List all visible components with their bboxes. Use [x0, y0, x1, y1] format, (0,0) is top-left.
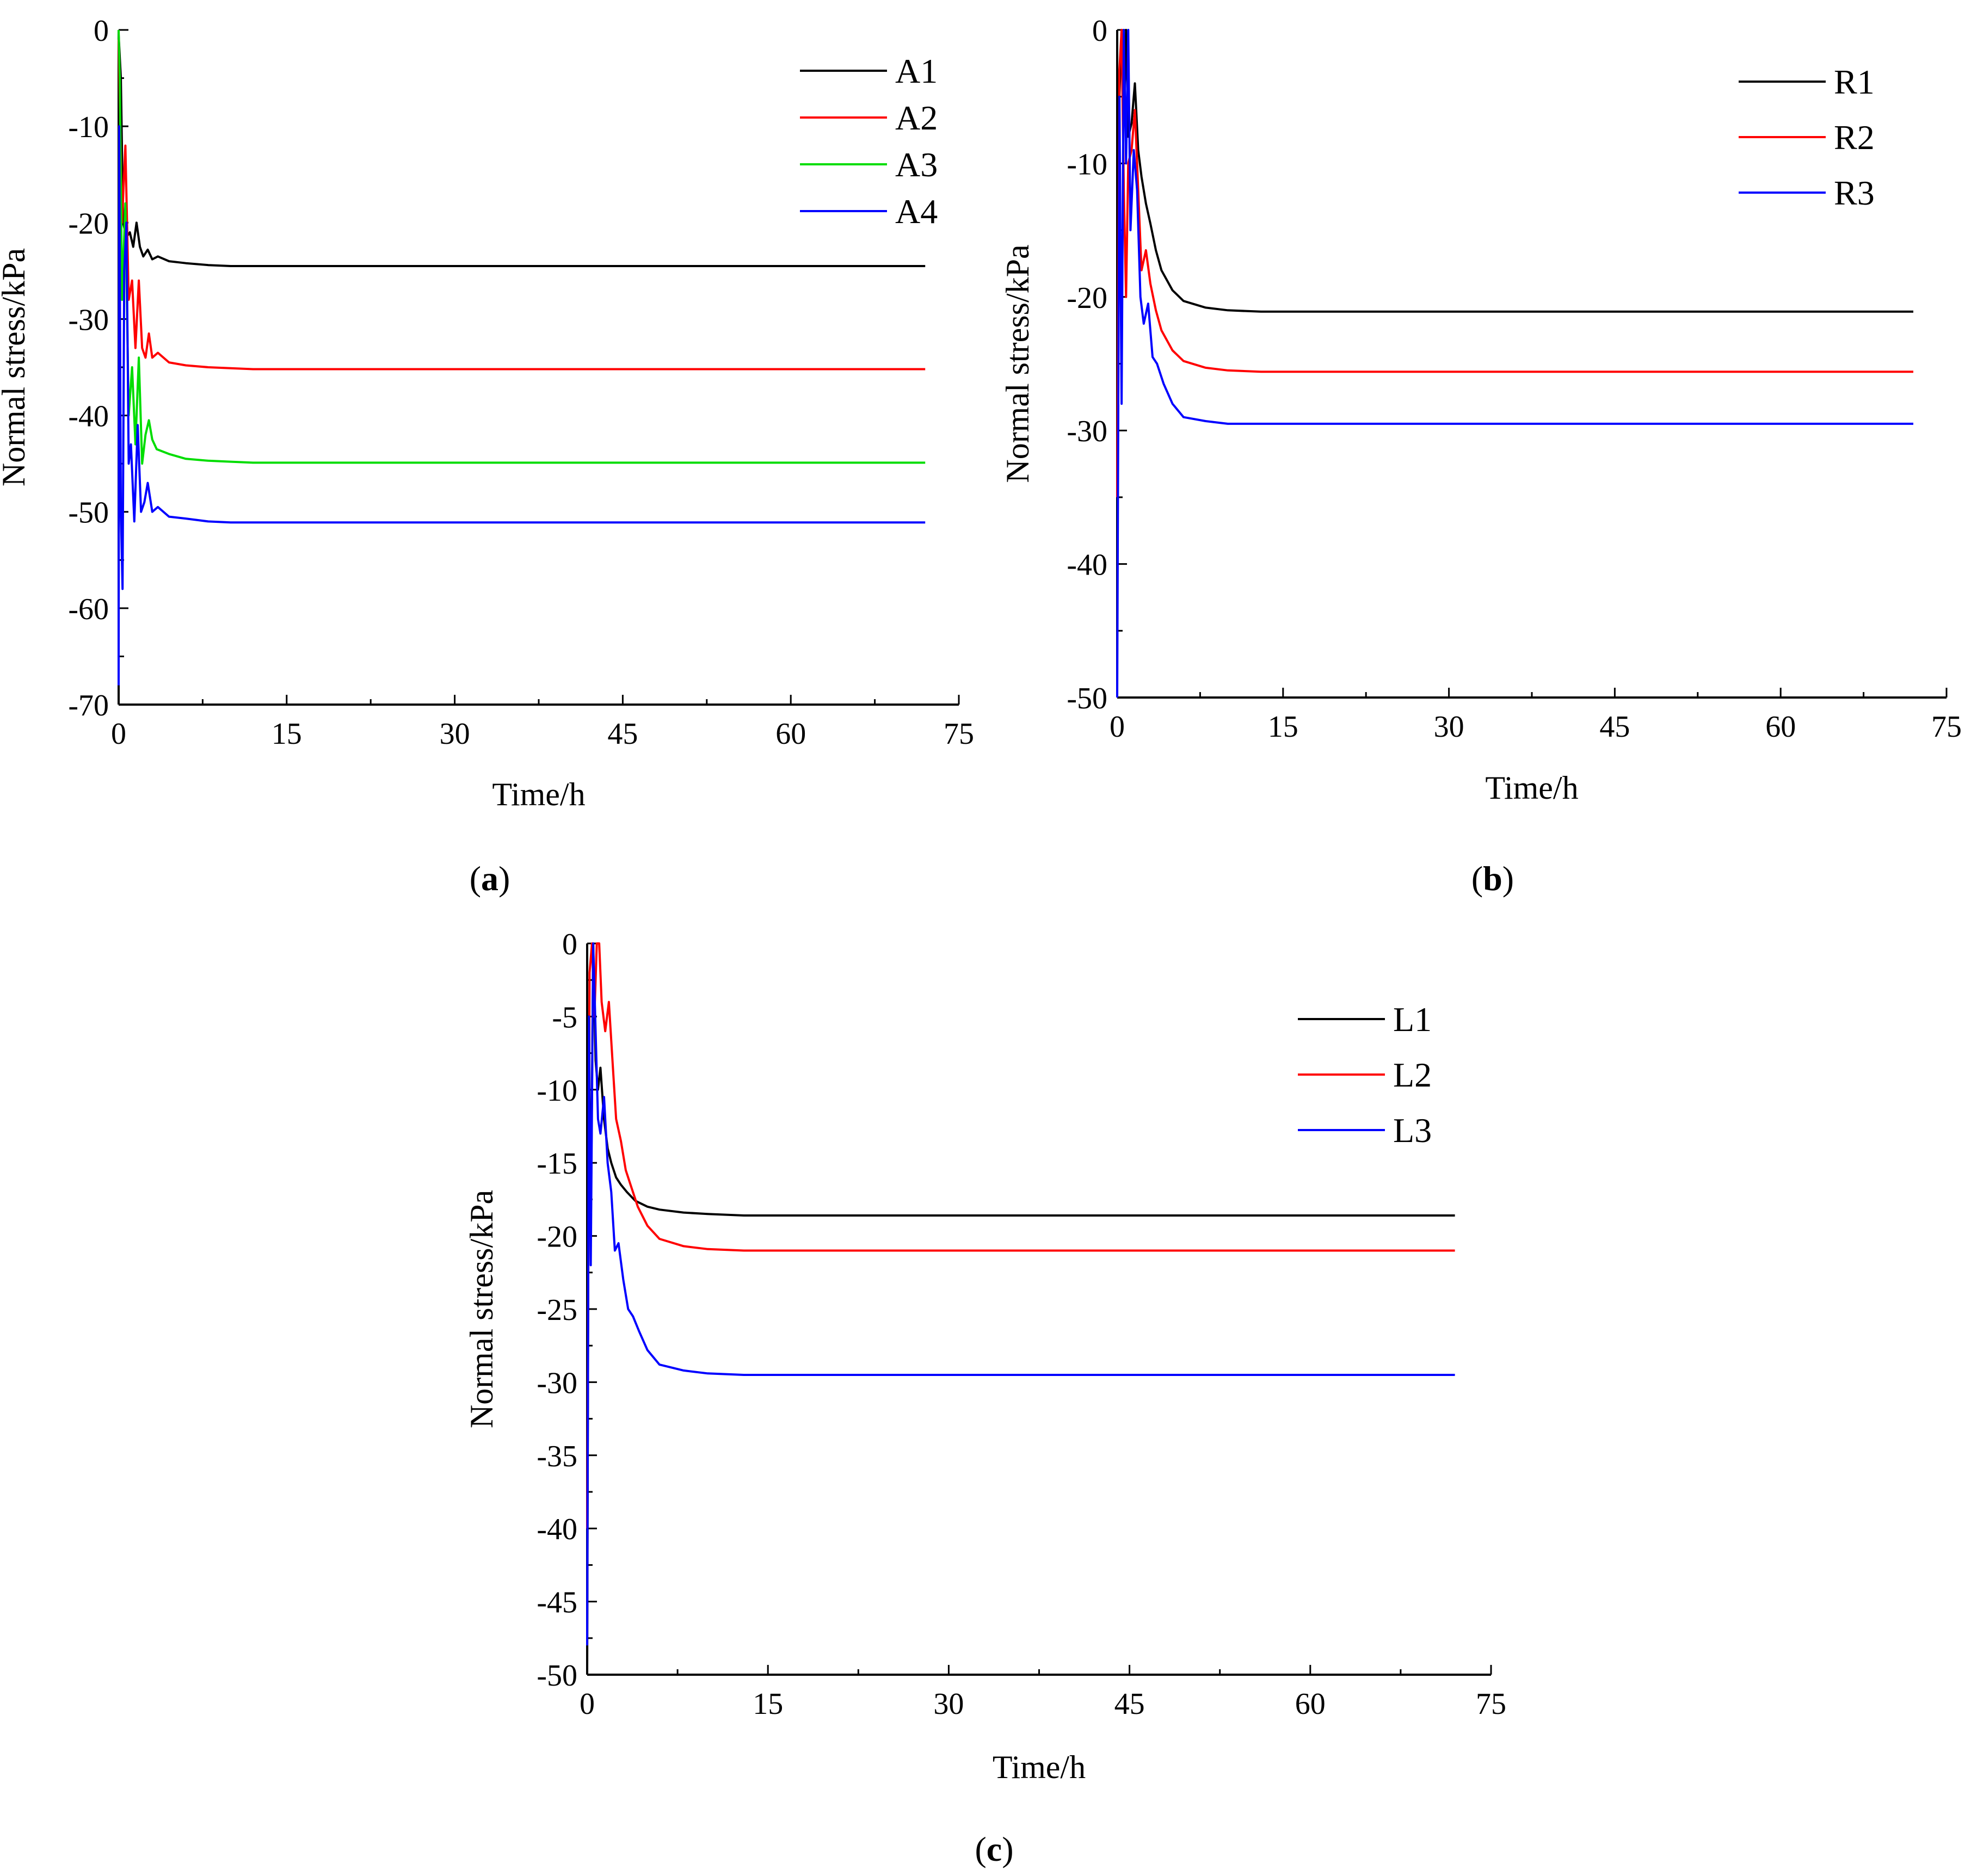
- chart-panel-b: 0 15 30 45 60 75 0 -10 -20 -30 -40 -50 Time/h Normal …: [1000, 14, 1962, 806]
- y-tick-label: -35: [537, 1440, 577, 1473]
- series-line-a3: [118, 29, 926, 465]
- x-tick-label: 75: [1476, 1687, 1506, 1721]
- legend-label-r2: R2: [1834, 118, 1875, 157]
- y-tick-label: -70: [68, 689, 109, 723]
- x-tick-label: 60: [1295, 1687, 1326, 1721]
- series-line-r2: [1116, 29, 1913, 497]
- x-tick-label: 30: [1434, 710, 1464, 744]
- y-tick-label: -20: [537, 1220, 577, 1254]
- y-tick-label: -30: [1067, 415, 1107, 448]
- y-tick-label: -45: [537, 1586, 577, 1620]
- x-tick-label: 0: [1110, 710, 1125, 744]
- y-tick-label: -10: [537, 1074, 577, 1108]
- x-tick-label: 15: [1268, 710, 1298, 744]
- y-tick-label: -40: [68, 400, 109, 434]
- y-tick-label: -25: [537, 1293, 577, 1327]
- x-tick-label: 45: [1599, 710, 1630, 744]
- y-tick-label: 0: [562, 928, 577, 961]
- y-tick-label: -60: [68, 593, 109, 626]
- x-tick-label: 60: [775, 717, 806, 751]
- x-tick-label: 45: [607, 717, 638, 751]
- y-tick-label: 0: [94, 14, 109, 48]
- x-tick-label: 75: [944, 717, 974, 751]
- y-tick-label: -50: [1067, 682, 1107, 715]
- y-tick-label: -20: [1067, 281, 1107, 315]
- panel-label-a: (a): [470, 859, 510, 898]
- legend-label-r1: R1: [1834, 63, 1875, 101]
- x-tick-label: 30: [440, 717, 470, 751]
- x-tick-label: 60: [1765, 710, 1796, 744]
- x-axis-label: Time/h: [1485, 770, 1578, 806]
- legend-label-r3: R3: [1834, 174, 1875, 212]
- y-tick-label: -50: [68, 496, 109, 530]
- legend-label-a2: A2: [895, 98, 938, 137]
- y-tick-label: -50: [537, 1659, 577, 1693]
- x-axis-label: Time/h: [993, 1749, 1086, 1785]
- series-line-l1: [586, 942, 1455, 1675]
- legend-label-a4: A4: [895, 192, 938, 231]
- x-tick-label: 30: [933, 1687, 964, 1721]
- series-line-a4: [118, 125, 926, 686]
- y-axis-label: Normal stress/kPa: [464, 1190, 500, 1428]
- panel-label-c: (c): [975, 1830, 1013, 1868]
- y-tick-label: -30: [537, 1366, 577, 1400]
- chart-panel-a: 0 15 30 45 60 75 0 -10 -20 -30 -40 -50 -60 -70 Time/h N…: [0, 14, 974, 812]
- legend-label-l2: L2: [1393, 1056, 1432, 1094]
- y-tick-label: -40: [1067, 548, 1107, 582]
- x-axis-label: Time/h: [492, 776, 585, 812]
- legend-label-l3: L3: [1393, 1111, 1432, 1150]
- y-tick-label: -30: [68, 303, 109, 337]
- y-tick-label: -40: [537, 1513, 577, 1546]
- x-tick-label: 15: [753, 1687, 783, 1721]
- panel-label-b: (b): [1471, 859, 1514, 898]
- y-tick-label: -15: [537, 1147, 577, 1181]
- y-tick-label: 0: [1092, 14, 1107, 48]
- series-line-a2: [118, 39, 926, 371]
- legend-label-a3: A3: [895, 145, 938, 184]
- x-tick-label: 75: [1931, 710, 1962, 744]
- y-axis-label: Normal stress/kPa: [1000, 244, 1036, 483]
- x-tick-label: 0: [580, 1687, 595, 1721]
- y-tick-label: -10: [68, 110, 109, 144]
- series-line-l3: [586, 942, 1455, 1646]
- chart-panel-c: 0 15 30 45 60 75 0 -5 -10 -15 -20 -25 -30 -35 -40 -45 -5…: [464, 928, 1506, 1785]
- x-tick-label: 0: [111, 717, 126, 751]
- y-tick-label: -20: [68, 207, 109, 240]
- x-tick-label: 45: [1114, 1687, 1145, 1721]
- y-tick-label: -10: [1067, 147, 1107, 181]
- series-line-r3: [1116, 29, 1913, 698]
- x-tick-label: 15: [272, 717, 302, 751]
- series-line-a1: [118, 34, 926, 267]
- series-line-l2: [586, 942, 1455, 1529]
- legend-label-l1: L1: [1393, 1000, 1432, 1039]
- y-axis-label: Normal stress/kPa: [0, 248, 32, 486]
- legend-label-a1: A1: [895, 52, 938, 90]
- y-tick-label: -5: [552, 1001, 577, 1034]
